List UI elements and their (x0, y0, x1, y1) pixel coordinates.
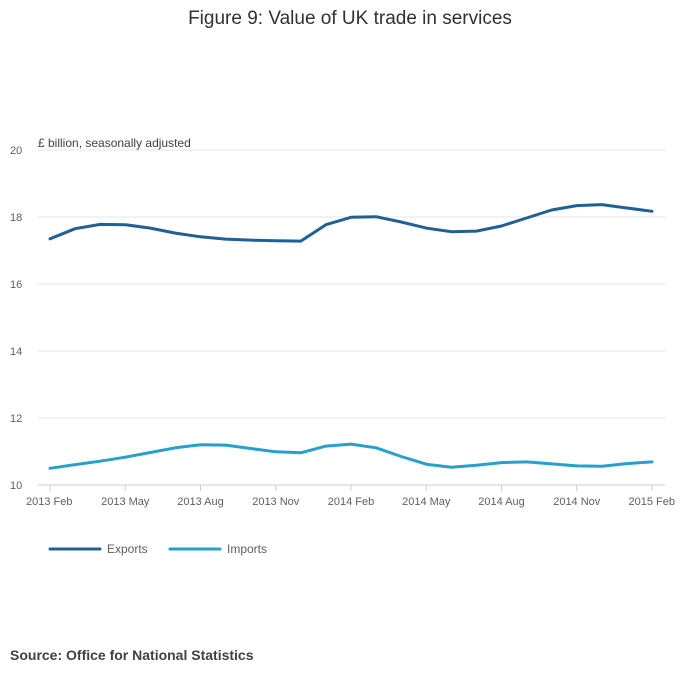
legend-label-imports: Imports (227, 542, 267, 556)
legend: Exports Imports (48, 542, 267, 556)
x-tick-label: 2013 Nov (252, 496, 300, 508)
x-tick-label: 2013 Feb (26, 496, 72, 508)
gridlines (38, 149, 665, 486)
x-axis-ticks: 2013 Feb 2013 May 2013 Aug 2013 Nov 2014 Feb… (26, 485, 675, 508)
series-line-imports (48, 442, 654, 470)
x-tick-label: 2014 Feb (328, 496, 374, 508)
y-tick-label: 20 (10, 145, 22, 157)
x-tick-label: 2014 May (402, 496, 451, 508)
x-tick-label: 2013 May (101, 496, 150, 508)
source-note: Source: Office for National Statistics (10, 647, 254, 663)
y-tick-label: 12 (10, 413, 22, 425)
y-tick-label: 18 (10, 212, 22, 224)
y-tick-label: 16 (10, 279, 22, 291)
x-tick-label: 2014 Nov (553, 496, 601, 508)
series-line-exports (48, 203, 654, 243)
x-tick-label: 2014 Aug (478, 496, 525, 508)
legend-label-exports: Exports (107, 542, 148, 556)
x-tick-label: 2013 Aug (177, 496, 224, 508)
series-lines (48, 203, 654, 470)
y-axis-ticks: 10 12 14 16 18 20 (10, 145, 22, 492)
x-tick-label: 2015 Feb (629, 496, 675, 508)
y-axis-label: £ billion, seasonally adjusted (38, 136, 191, 150)
y-tick-label: 14 (10, 346, 22, 358)
chart-title: Figure 9: Value of UK trade in services (188, 8, 512, 29)
y-tick-label: 10 (10, 480, 22, 492)
